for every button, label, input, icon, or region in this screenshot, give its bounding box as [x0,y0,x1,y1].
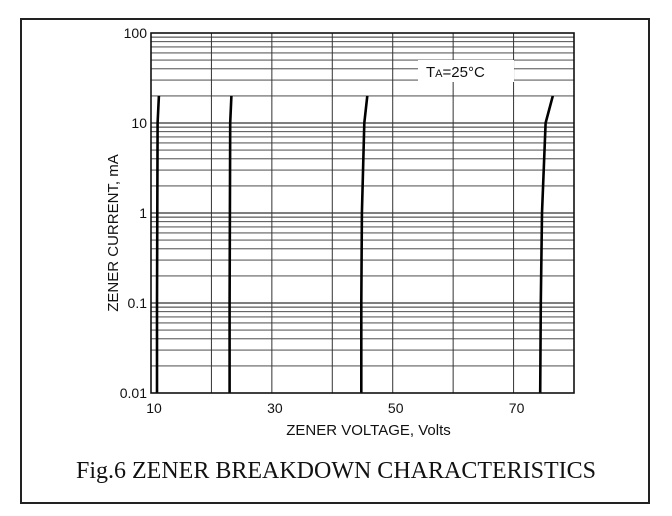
y-tick-labels: 0.01 0.1 1 10 100 [120,25,147,401]
series-line-4 [538,95,555,394]
series-line-1 [155,95,161,393]
y-tick-label: 0.1 [128,295,148,311]
annotation-subscript: A [435,68,443,80]
data-series [155,95,555,394]
x-tick-label: 30 [267,400,283,416]
x-axis-label: ZENER VOLTAGE, Volts [286,422,451,439]
series-line-2 [228,95,233,393]
annotation-background [418,60,514,82]
y-tick-label: 10 [131,115,147,131]
series-line-3 [359,95,369,393]
annotation-text: TA=25°C [426,64,485,81]
y-tick-label: 1 [139,205,147,221]
x-tick-label: 70 [509,400,525,416]
temperature-annotation: TA=25°C [418,60,514,82]
figure-caption: Fig.6 ZENER BREAKDOWN CHARACTERISTICS [75,458,597,484]
y-tick-label: 0.01 [120,385,147,401]
y-axis-label: ZENER CURRENT, mA [105,154,122,312]
x-tick-label: 50 [388,400,404,416]
x-tick-labels: 10 30 50 70 [146,400,524,416]
annotation-rest: =25°C [443,64,485,81]
y-tick-label: 100 [124,25,148,41]
figure-frame [20,18,650,504]
x-tick-label: 10 [146,400,162,416]
plot-border [150,32,575,394]
annotation-main: T [426,64,435,81]
